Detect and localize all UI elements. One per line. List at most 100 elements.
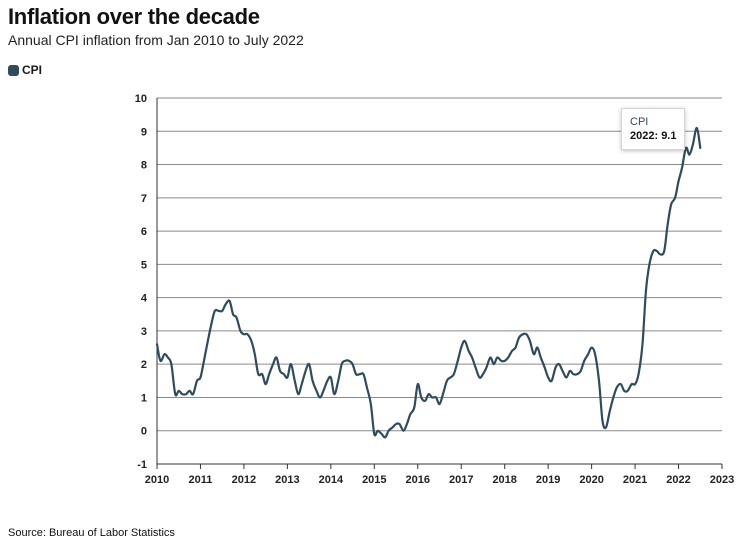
data-point[interactable] xyxy=(524,332,529,337)
data-point[interactable] xyxy=(288,362,293,367)
data-point[interactable] xyxy=(618,382,623,387)
data-point[interactable] xyxy=(535,345,540,350)
data-point[interactable] xyxy=(455,358,460,363)
data-point[interactable] xyxy=(350,362,355,367)
data-point[interactable] xyxy=(662,249,667,254)
data-point[interactable] xyxy=(607,408,612,413)
data-point[interactable] xyxy=(578,368,583,373)
data-point[interactable] xyxy=(470,355,475,360)
data-point[interactable] xyxy=(361,372,366,377)
data-point[interactable] xyxy=(687,152,692,157)
data-point[interactable] xyxy=(488,355,493,360)
data-point[interactable] xyxy=(332,392,337,397)
data-point[interactable] xyxy=(191,392,196,397)
data-point[interactable] xyxy=(491,362,496,367)
data-point[interactable] xyxy=(158,358,163,363)
data-point[interactable] xyxy=(484,365,489,370)
data-point[interactable] xyxy=(260,372,265,377)
data-point[interactable] xyxy=(227,298,232,303)
data-point[interactable] xyxy=(633,382,638,387)
data-point[interactable] xyxy=(386,428,391,433)
data-point[interactable] xyxy=(600,418,605,423)
data-point[interactable] xyxy=(314,388,319,393)
data-point[interactable] xyxy=(611,395,616,400)
data-point[interactable] xyxy=(404,422,409,427)
data-point[interactable] xyxy=(669,202,674,207)
data-point[interactable] xyxy=(263,382,268,387)
data-point[interactable] xyxy=(249,338,254,343)
data-point[interactable] xyxy=(383,435,388,440)
data-point[interactable] xyxy=(698,145,703,150)
data-point[interactable] xyxy=(640,342,645,347)
data-point[interactable] xyxy=(582,358,587,363)
data-point[interactable] xyxy=(538,355,543,360)
data-point[interactable] xyxy=(560,368,565,373)
data-point[interactable] xyxy=(440,392,445,397)
data-point[interactable] xyxy=(328,375,333,380)
data-point[interactable] xyxy=(165,355,170,360)
data-point[interactable] xyxy=(542,365,547,370)
series-line-cpi[interactable] xyxy=(155,126,702,439)
data-point[interactable] xyxy=(285,375,290,380)
data-point[interactable] xyxy=(397,422,402,427)
data-point[interactable] xyxy=(589,345,594,350)
data-point[interactable] xyxy=(636,372,641,377)
data-point[interactable] xyxy=(614,385,619,390)
data-point[interactable] xyxy=(527,338,532,343)
data-point[interactable] xyxy=(557,362,562,367)
data-point[interactable] xyxy=(274,355,279,360)
data-point[interactable] xyxy=(531,352,536,357)
data-point[interactable] xyxy=(676,179,681,184)
data-point[interactable] xyxy=(513,345,518,350)
data-point[interactable] xyxy=(415,382,420,387)
data-point[interactable] xyxy=(694,125,699,130)
data-point[interactable] xyxy=(223,302,228,307)
data-point[interactable] xyxy=(234,315,239,320)
data-point[interactable] xyxy=(198,375,203,380)
data-point[interactable] xyxy=(364,385,369,390)
data-point[interactable] xyxy=(201,358,206,363)
data-point[interactable] xyxy=(299,382,304,387)
data-point[interactable] xyxy=(473,365,478,370)
data-point[interactable] xyxy=(419,395,424,400)
data-point[interactable] xyxy=(209,322,214,327)
data-point[interactable] xyxy=(267,372,272,377)
data-point[interactable] xyxy=(307,362,312,367)
data-point[interactable] xyxy=(169,362,174,367)
data-point[interactable] xyxy=(480,372,485,377)
data-point[interactable] xyxy=(245,332,250,337)
data-point[interactable] xyxy=(336,378,341,383)
data-point[interactable] xyxy=(252,352,257,357)
data-point[interactable] xyxy=(665,222,670,227)
data-point[interactable] xyxy=(321,388,326,393)
data-point[interactable] xyxy=(434,395,439,400)
data-point[interactable] xyxy=(317,395,322,400)
legend[interactable]: CPI xyxy=(8,63,42,77)
data-point[interactable] xyxy=(375,428,380,433)
data-point[interactable] xyxy=(277,368,282,373)
data-point[interactable] xyxy=(603,425,608,430)
data-point[interactable] xyxy=(310,378,315,383)
data-point[interactable] xyxy=(680,165,685,170)
data-point[interactable] xyxy=(564,375,569,380)
data-point[interactable] xyxy=(495,355,500,360)
data-point[interactable] xyxy=(271,362,276,367)
data-point[interactable] xyxy=(437,402,442,407)
data-point[interactable] xyxy=(643,288,648,293)
data-point[interactable] xyxy=(412,405,417,410)
data-point[interactable] xyxy=(423,398,428,403)
data-point[interactable] xyxy=(292,378,297,383)
data-point[interactable] xyxy=(625,388,630,393)
data-point[interactable] xyxy=(303,368,308,373)
data-point[interactable] xyxy=(205,338,210,343)
data-point[interactable] xyxy=(401,428,406,433)
data-point[interactable] xyxy=(506,355,511,360)
data-point[interactable] xyxy=(296,392,301,397)
data-point[interactable] xyxy=(368,402,373,407)
data-point[interactable] xyxy=(673,195,678,200)
data-point[interactable] xyxy=(466,348,471,353)
data-point[interactable] xyxy=(586,352,591,357)
data-point[interactable] xyxy=(408,412,413,417)
data-point[interactable] xyxy=(451,372,456,377)
data-point[interactable] xyxy=(459,345,464,350)
